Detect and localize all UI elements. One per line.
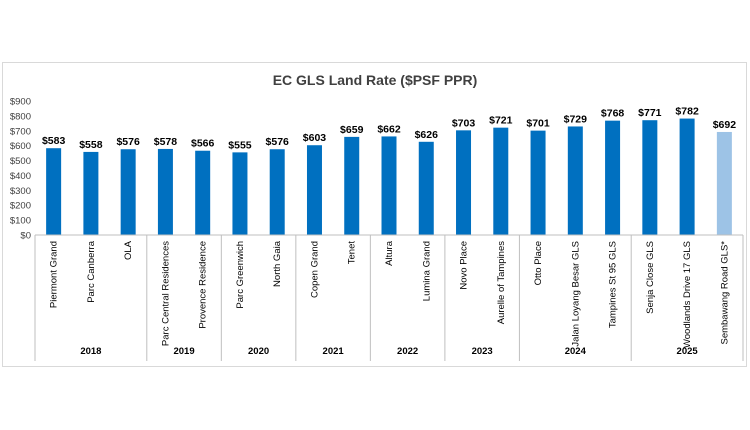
x-category-label: Parc Central Residences <box>160 241 171 346</box>
y-tick-label: $500 <box>10 156 31 167</box>
x-category-label: Lumina Grand <box>421 241 432 301</box>
data-label: $701 <box>526 118 550 130</box>
x-category-label: Copen Grand <box>309 241 320 298</box>
x-category-label: Novo Place <box>459 241 470 290</box>
data-label: $771 <box>638 107 662 119</box>
x-group-label: 2019 <box>173 346 194 357</box>
chart-frame: EC GLS Land Rate ($PSF PPR) $0 $100 $200 $3… <box>2 62 747 367</box>
y-tick-label: $200 <box>10 201 31 212</box>
bar <box>381 136 397 235</box>
bar <box>344 136 360 235</box>
x-category-label: Senja Close GLS <box>645 241 656 314</box>
x-group-label: 2020 <box>248 346 269 357</box>
x-category-label: Parc Canberra <box>86 240 97 302</box>
y-tick-label: $600 <box>10 141 31 152</box>
x-category-label: Otto Place <box>533 241 544 285</box>
x-group-label: 2023 <box>472 346 493 357</box>
bar <box>418 141 434 235</box>
bar <box>642 120 658 235</box>
bar <box>456 130 472 235</box>
bar <box>232 152 248 235</box>
y-tick-label: $900 <box>10 97 31 108</box>
x-group-label: 2022 <box>397 346 418 357</box>
x-group-label: 2025 <box>677 346 699 357</box>
data-label: $558 <box>79 139 103 151</box>
data-label: $721 <box>489 115 513 127</box>
data-label: $703 <box>452 117 476 129</box>
x-category-label: Provence Residence <box>198 241 209 329</box>
bar <box>530 130 546 235</box>
x-category-label: Aurelle of Tampines <box>496 241 507 325</box>
y-tick-label: $800 <box>10 111 31 122</box>
x-category-label: Sembawang Road GLS* <box>719 241 730 345</box>
chart-title: EC GLS Land Rate ($PSF PPR) <box>273 72 478 88</box>
data-label: $583 <box>42 135 66 147</box>
data-labels: $583 $558 $576 $578 $566 $555 $576 $603 $659 $662… <box>42 106 736 152</box>
data-label: $626 <box>415 129 439 141</box>
data-label: $782 <box>675 106 699 118</box>
bar <box>120 149 136 235</box>
bar <box>46 148 62 235</box>
x-category-label: North Gaia <box>272 240 283 287</box>
x-category-label: Woodlands Drive 17 GLS <box>682 241 693 348</box>
y-tick-label: $0 <box>20 231 31 242</box>
bar <box>195 150 211 235</box>
bar <box>679 118 695 235</box>
data-label: $659 <box>340 124 364 136</box>
bar <box>567 126 583 235</box>
data-label: $768 <box>601 108 625 120</box>
x-group-label: 2018 <box>80 346 101 357</box>
data-label: $566 <box>191 138 215 150</box>
chart-svg: EC GLS Land Rate ($PSF PPR) $0 $100 $200 $3… <box>10 72 744 361</box>
x-category-label: Tenet <box>347 241 358 265</box>
bar <box>605 120 621 235</box>
y-axis: $0 $100 $200 $300 $400 $500 $600 $700 $800 $900 <box>10 97 31 242</box>
bar <box>493 127 509 235</box>
x-axis: Piermont Grand Parc Canberra OLA Parc Centr… <box>34 234 744 361</box>
data-label: $729 <box>564 113 588 125</box>
y-tick-label: $700 <box>10 126 31 137</box>
y-tick-label: $100 <box>10 216 31 227</box>
x-category-label: Tampines St 95 GLS <box>608 241 619 328</box>
bar <box>83 151 99 235</box>
x-group-label: 2024 <box>565 346 587 357</box>
x-category-label: Parc Greenwich <box>235 241 246 309</box>
bar <box>716 131 732 235</box>
y-tick-label: $400 <box>10 171 31 182</box>
data-label: $576 <box>266 136 290 148</box>
x-group-label: 2021 <box>323 346 345 357</box>
data-label: $555 <box>228 139 252 151</box>
x-category-label: Altura <box>384 240 395 266</box>
data-label: $662 <box>377 123 401 135</box>
data-label: $578 <box>154 136 178 148</box>
bars <box>46 118 732 235</box>
x-category-label: Piermont Grand <box>49 241 60 308</box>
x-category-label: Jalan Loyang Besar GLS <box>570 241 581 347</box>
data-label: $603 <box>303 132 327 144</box>
data-label: $692 <box>713 119 737 131</box>
data-label: $576 <box>116 136 140 148</box>
bar <box>306 145 322 235</box>
x-category-label: OLA <box>123 240 134 260</box>
y-tick-label: $300 <box>10 186 31 197</box>
bar <box>269 149 285 235</box>
bar <box>157 148 173 235</box>
